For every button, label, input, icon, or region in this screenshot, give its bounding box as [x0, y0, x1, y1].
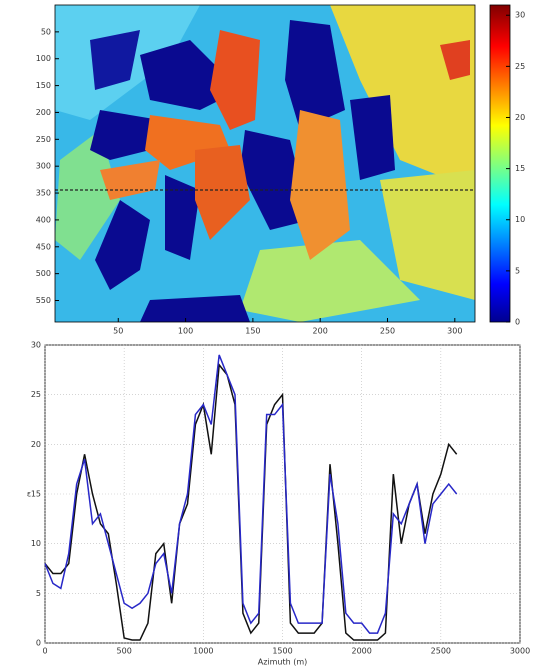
- y-tick-label: 400: [36, 215, 51, 224]
- x-tick-label: 100: [178, 327, 193, 336]
- x-tick-label: 150: [245, 327, 260, 336]
- x-tick-label: 2500: [431, 647, 451, 656]
- x-tick-label: 2000: [351, 647, 371, 656]
- colorbar: [489, 4, 511, 323]
- series-line: [44, 354, 458, 634]
- colorbar-tick-label: 20: [515, 113, 525, 122]
- colorbar-tick-label: 5: [515, 266, 520, 275]
- y-tick-label: 30: [31, 341, 41, 350]
- x-axis-label: Azimuth (m): [258, 658, 308, 667]
- x-tick-label: 1000: [193, 647, 213, 656]
- x-tick-label: 300: [447, 327, 462, 336]
- colorbar-tick-label: 25: [515, 62, 525, 71]
- x-tick-label: 50: [113, 327, 123, 336]
- colorbar-tick-label: 30: [515, 11, 525, 20]
- series-line: [44, 362, 458, 641]
- x-tick-label: 1500: [272, 647, 292, 656]
- y-tick-label: 250: [36, 135, 51, 144]
- colorbar-tick-label: 0: [515, 318, 520, 327]
- colorbar-tick-label: 10: [515, 215, 525, 224]
- y-tick-label: 0: [36, 639, 41, 648]
- x-tick-label: 200: [313, 327, 328, 336]
- y-tick-label: 450: [36, 242, 51, 251]
- y-tick-label: 25: [31, 390, 41, 399]
- x-tick-label: 500: [117, 647, 132, 656]
- x-tick-label: 250: [380, 327, 395, 336]
- y-tick-label: 10: [31, 539, 41, 548]
- y-tick-label: 5: [36, 589, 41, 598]
- y-tick-label: 350: [36, 189, 51, 198]
- colorbar-tick-label: 15: [515, 164, 525, 173]
- y-tick-label: 20: [31, 440, 41, 449]
- y-tick-label: 15: [31, 490, 41, 499]
- heatmap-image: [55, 5, 475, 322]
- x-tick-label: 3000: [510, 647, 530, 656]
- y-tick-label: 200: [36, 108, 51, 117]
- y-tick-label: 550: [36, 296, 51, 305]
- y-tick-label: 500: [36, 269, 51, 278]
- x-tick-label: 0: [42, 647, 47, 656]
- y-tick-label: 300: [36, 162, 51, 171]
- heatmap-frame: [54, 4, 476, 323]
- y-axis-label: ε: [27, 490, 31, 499]
- y-tick-label: 150: [36, 81, 51, 90]
- y-tick-label: 50: [41, 27, 51, 36]
- y-tick-label: 100: [36, 54, 51, 63]
